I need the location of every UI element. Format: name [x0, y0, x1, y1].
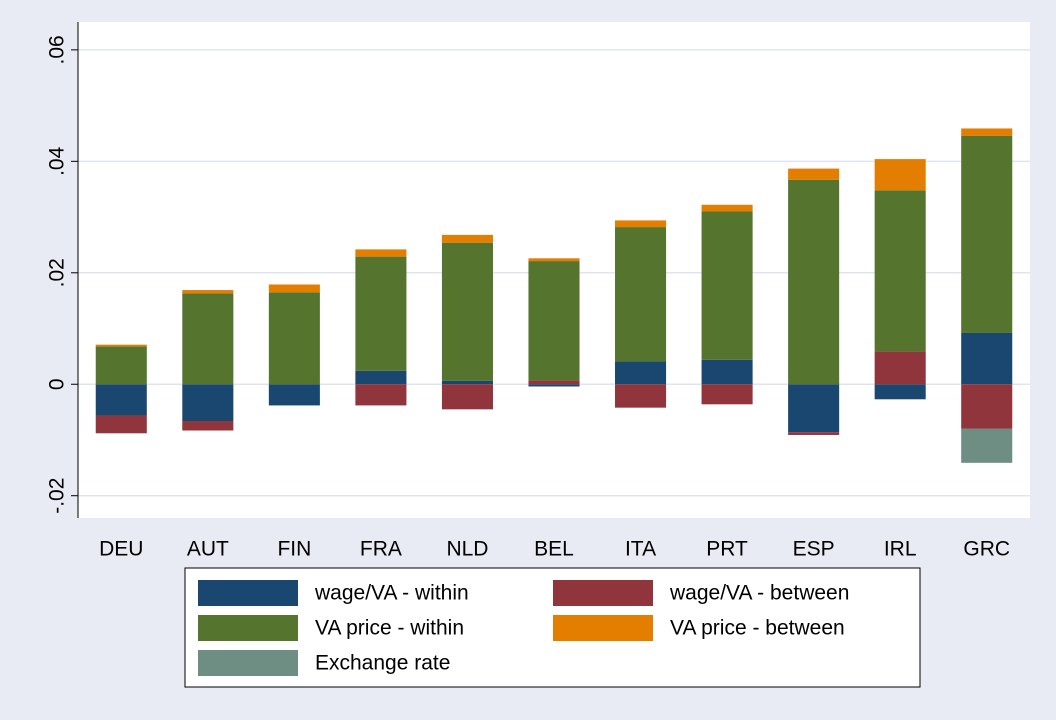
legend-swatch: [198, 580, 298, 606]
bar-segment: [788, 432, 840, 435]
bar-segment: [788, 168, 840, 180]
bar-segment: [788, 384, 840, 433]
x-tick-label: BEL: [534, 538, 574, 561]
x-tick-label: ESP: [793, 538, 835, 561]
legend-swatch: [198, 650, 298, 676]
legend-label: VA price - within: [315, 617, 464, 640]
bar-segment: [701, 384, 753, 405]
x-tick-label: FRA: [360, 538, 402, 561]
x-tick-label: GRC: [963, 538, 1010, 561]
bar-segment: [961, 332, 1013, 385]
bar-segment: [182, 293, 234, 385]
bar-segment: [355, 249, 407, 257]
bar-segment: [182, 290, 234, 294]
bar-segment: [615, 384, 667, 408]
bar-segment: [961, 384, 1013, 429]
bar-segment: [961, 128, 1013, 136]
bar-segment: [615, 361, 667, 385]
x-tick-label: PRT: [706, 538, 748, 561]
bar-segment: [95, 346, 147, 385]
bar-segment: [95, 415, 147, 434]
x-tick-label: IRL: [884, 538, 917, 561]
bar-segment: [268, 384, 320, 406]
bar-segment: [615, 220, 667, 228]
bar-segment: [701, 211, 753, 360]
bar-segment: [441, 234, 493, 243]
x-tick-label: FIN: [277, 538, 311, 561]
bar-segment: [182, 384, 234, 422]
legend-label: wage/VA - between: [669, 582, 849, 605]
x-tick-label: DEU: [99, 538, 143, 561]
legend-label: Exchange rate: [315, 652, 450, 675]
bar-segment: [788, 179, 840, 385]
legend: [184, 567, 921, 688]
bar-segment: [874, 159, 926, 191]
bar-segment: [961, 135, 1013, 333]
y-tick-label: 0: [46, 378, 69, 390]
bar-segment: [441, 384, 493, 410]
bar-segment: [355, 370, 407, 385]
x-tick-label: ITA: [625, 538, 656, 561]
bar-segment: [961, 428, 1013, 463]
bar-segment: [95, 344, 147, 347]
bar-segment: [615, 227, 667, 362]
bar-segment: [874, 384, 926, 400]
bar-segment: [874, 190, 926, 352]
bar-segment: [355, 384, 407, 406]
bar-segment: [268, 292, 320, 385]
y-tick-label: -.02: [46, 478, 69, 514]
legend-swatch: [198, 615, 298, 641]
bar-segment: [95, 384, 147, 416]
y-tick-label: .06: [46, 35, 69, 64]
bar-segment: [441, 380, 493, 385]
bar-segment: [528, 261, 580, 381]
x-tick-label: NLD: [446, 538, 488, 561]
bar-segment: [701, 359, 753, 385]
bar-segment: [701, 204, 753, 212]
x-tick-label: AUT: [187, 538, 229, 561]
bar-segment: [528, 258, 580, 262]
bar-segment: [528, 380, 580, 385]
legend-label: wage/VA - within: [314, 582, 469, 605]
bar-segment: [528, 384, 580, 387]
y-tick-label: .02: [46, 258, 69, 287]
bar-segment: [441, 242, 493, 381]
bar-segment: [182, 421, 234, 431]
bar-segment: [874, 351, 926, 385]
bar-segment: [355, 256, 407, 371]
legend-label: VA price - between: [670, 617, 845, 640]
legend-swatch: [553, 580, 653, 606]
legend-swatch: [553, 615, 653, 641]
y-tick-label: .04: [46, 146, 69, 176]
bar-segment: [268, 284, 320, 293]
